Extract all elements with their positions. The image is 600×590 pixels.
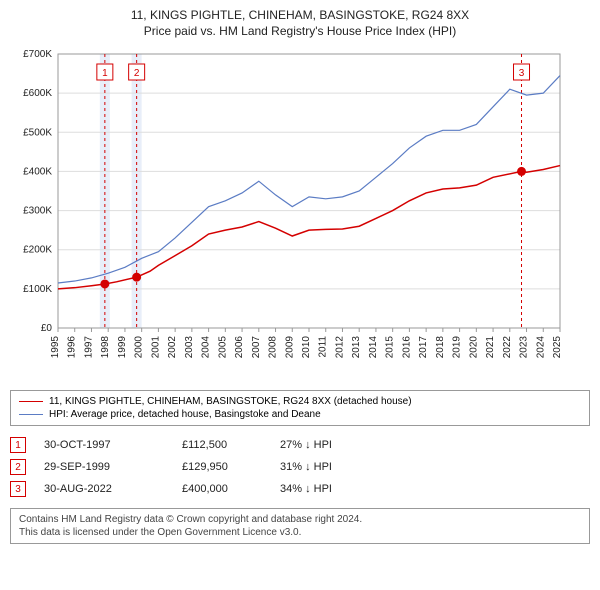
svg-text:2004: 2004: [201, 336, 212, 359]
legend-label: HPI: Average price, detached house, Basi…: [49, 409, 321, 420]
attribution: Contains HM Land Registry data © Crown c…: [10, 508, 590, 544]
svg-text:2014: 2014: [368, 336, 379, 359]
svg-text:£500K: £500K: [23, 127, 52, 138]
attribution-line: This data is licensed under the Open Gov…: [19, 526, 581, 539]
svg-text:2012: 2012: [334, 336, 345, 359]
svg-text:1995: 1995: [50, 336, 61, 359]
svg-text:2009: 2009: [284, 336, 295, 359]
svg-text:2011: 2011: [318, 336, 329, 358]
svg-text:2016: 2016: [401, 336, 412, 359]
legend-label: 11, KINGS PIGHTLE, CHINEHAM, BASINGSTOKE…: [49, 396, 412, 407]
svg-text:£300K: £300K: [23, 206, 52, 217]
svg-text:1998: 1998: [100, 336, 111, 359]
legend-swatch: [19, 401, 43, 402]
callout-row: 3 30-AUG-2022 £400,000 34% ↓ HPI: [10, 478, 590, 500]
callout-row: 2 29-SEP-1999 £129,950 31% ↓ HPI: [10, 456, 590, 478]
svg-text:2006: 2006: [234, 336, 245, 359]
svg-text:2015: 2015: [385, 336, 396, 359]
svg-text:2008: 2008: [268, 336, 279, 359]
svg-text:1999: 1999: [117, 336, 128, 359]
callout-badge: 1: [10, 437, 26, 453]
callout-date: 30-AUG-2022: [44, 483, 164, 495]
svg-text:2010: 2010: [301, 336, 312, 359]
svg-text:2001: 2001: [150, 336, 161, 359]
svg-text:£0: £0: [41, 323, 53, 334]
svg-text:2023: 2023: [519, 336, 530, 359]
svg-text:£600K: £600K: [23, 88, 52, 99]
legend: 11, KINGS PIGHTLE, CHINEHAM, BASINGSTOKE…: [10, 390, 590, 426]
svg-text:2021: 2021: [485, 336, 496, 359]
svg-text:2007: 2007: [251, 336, 262, 359]
svg-text:2025: 2025: [552, 336, 563, 359]
legend-item: HPI: Average price, detached house, Basi…: [19, 408, 581, 421]
svg-text:1996: 1996: [67, 336, 78, 359]
svg-text:2024: 2024: [535, 336, 546, 359]
callout-badge: 3: [10, 481, 26, 497]
svg-text:2019: 2019: [452, 336, 463, 359]
legend-item: 11, KINGS PIGHTLE, CHINEHAM, BASINGSTOKE…: [19, 395, 581, 408]
svg-text:£100K: £100K: [23, 284, 52, 295]
page-subtitle: Price paid vs. HM Land Registry's House …: [10, 24, 590, 38]
svg-text:2: 2: [134, 68, 140, 79]
svg-text:2005: 2005: [217, 336, 228, 359]
attribution-line: Contains HM Land Registry data © Crown c…: [19, 513, 581, 526]
svg-text:2002: 2002: [167, 336, 178, 359]
svg-text:2017: 2017: [418, 336, 429, 359]
callout-badge: 2: [10, 459, 26, 475]
svg-text:£200K: £200K: [23, 245, 52, 256]
svg-text:2020: 2020: [468, 336, 479, 359]
svg-text:2013: 2013: [351, 336, 362, 359]
svg-text:2018: 2018: [435, 336, 446, 359]
callout-price: £112,500: [182, 439, 262, 451]
svg-text:£700K: £700K: [23, 49, 52, 60]
chart-container: £0 £100K £200K £300K £400K £500K £600K £700K 1 2 3…: [10, 44, 590, 384]
callout-price: £400,000: [182, 483, 262, 495]
callout-row: 1 30-OCT-1997 £112,500 27% ↓ HPI: [10, 434, 590, 456]
callout-table: 1 30-OCT-1997 £112,500 27% ↓ HPI 2 29-SEP-199…: [10, 434, 590, 500]
svg-text:2003: 2003: [184, 336, 195, 359]
callout-date: 30-OCT-1997: [44, 439, 164, 451]
legend-swatch: [19, 414, 43, 415]
svg-text:2022: 2022: [502, 336, 513, 359]
price-chart: £0 £100K £200K £300K £400K £500K £600K £700K 1 2 3…: [10, 44, 570, 384]
svg-text:3: 3: [519, 68, 525, 79]
callout-date: 29-SEP-1999: [44, 461, 164, 473]
svg-text:2000: 2000: [134, 336, 145, 359]
callout-price: £129,950: [182, 461, 262, 473]
callout-pct: 34% ↓ HPI: [280, 483, 390, 495]
svg-text:1: 1: [102, 68, 108, 79]
callout-pct: 31% ↓ HPI: [280, 461, 390, 473]
page-title: 11, KINGS PIGHTLE, CHINEHAM, BASINGSTOKE…: [10, 8, 590, 22]
svg-text:£400K: £400K: [23, 166, 52, 177]
svg-text:1997: 1997: [83, 336, 94, 359]
callout-pct: 27% ↓ HPI: [280, 439, 390, 451]
